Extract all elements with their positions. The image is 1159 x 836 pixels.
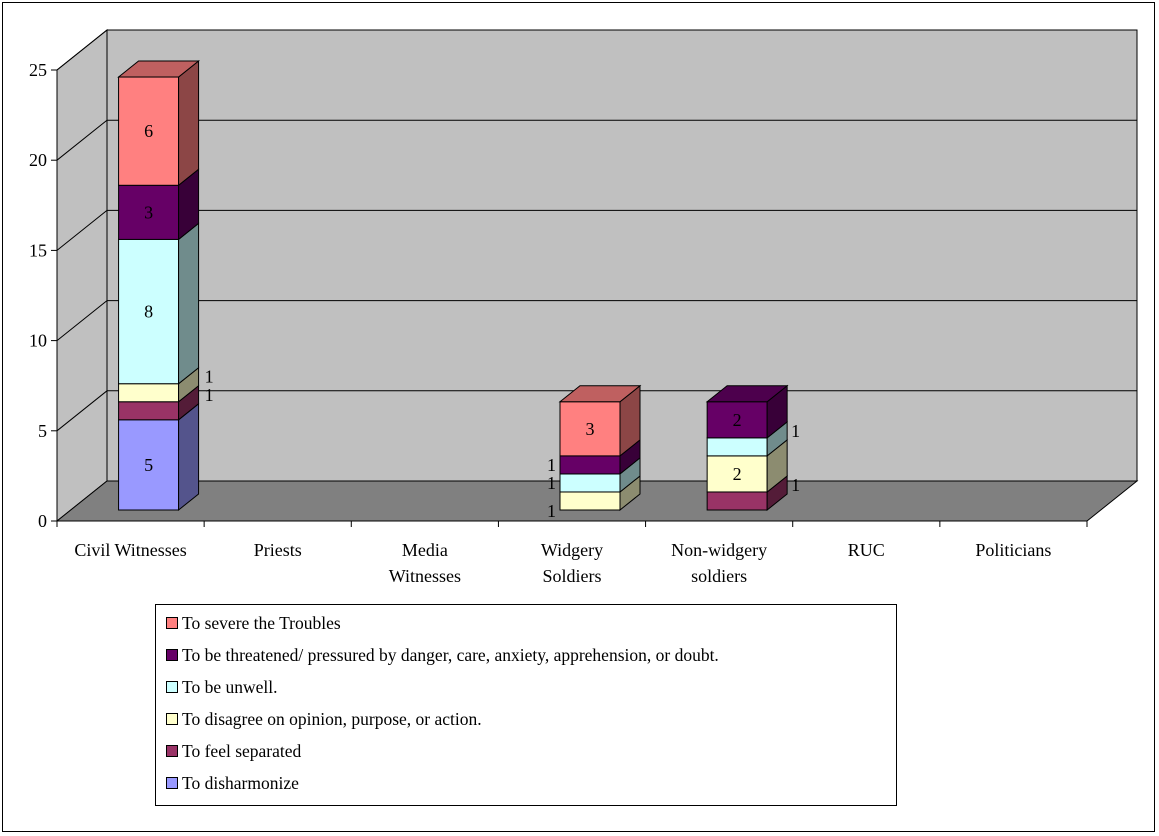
legend-swatch [166, 681, 178, 693]
data-label: 6 [144, 121, 153, 141]
legend-label: To disharmonize [182, 772, 299, 793]
x-tick-label: Soldiers [542, 566, 601, 586]
gridline [56, 300, 1137, 341]
bar-segment [118, 419, 180, 511]
gridline [56, 209, 1137, 251]
legend: To severe the Troubles To be threatened/ … [155, 604, 897, 806]
bar-side [178, 222, 200, 385]
bar-segment [559, 491, 621, 511]
bar-side [178, 402, 200, 512]
bar-segment [559, 473, 621, 493]
data-label: 1 [205, 367, 214, 387]
legend-item: To severe the Troubles [166, 611, 341, 635]
bar-segment [706, 401, 768, 439]
data-label: 8 [144, 302, 153, 322]
side-wall [56, 28, 108, 523]
legend-item: To be threatened/ pressured by danger, c… [166, 643, 719, 667]
bar-segment [559, 401, 621, 457]
legend-item: To feel separated [166, 739, 301, 763]
x-tick-label: Politicians [975, 540, 1051, 560]
data-label: 1 [791, 421, 800, 441]
data-label: 1 [791, 475, 800, 495]
bar-segment [559, 455, 621, 475]
y-tick-label: 5 [38, 421, 47, 441]
data-label: 3 [144, 202, 153, 222]
x-tick-label: RUC [848, 540, 885, 560]
bar-segment [118, 383, 180, 403]
legend-item: To be unwell. [166, 675, 278, 699]
bar-top [705, 385, 789, 403]
x-tick-label: soldiers [691, 566, 747, 586]
data-label: 2 [733, 410, 742, 430]
bar-segment [706, 491, 768, 511]
x-tick-label: Witnesses [389, 566, 461, 586]
legend-item: To disagree on opinion, purpose, or acti… [166, 707, 482, 731]
data-label: 3 [586, 419, 595, 439]
x-tick-label: Media [402, 540, 448, 560]
x-tick-label: Priests [254, 540, 302, 560]
legend-label: To feel separated [182, 740, 302, 761]
data-label: 5 [144, 455, 153, 475]
legend-label: To be threatened/ pressured by danger, c… [182, 644, 719, 665]
y-tick-label: 15 [29, 240, 47, 260]
data-label: 1 [205, 385, 214, 405]
legend-swatch [166, 777, 178, 789]
x-tick-label: Widgery [541, 540, 603, 560]
bar-side [178, 59, 200, 187]
legend-swatch [166, 713, 178, 725]
legend-label: To severe the Troubles [182, 612, 341, 633]
data-label: 1 [547, 455, 556, 475]
data-label: 2 [733, 464, 742, 484]
y-tick-label: 20 [29, 150, 47, 170]
legend-item: To disharmonize [166, 771, 299, 795]
gridline [56, 29, 1137, 71]
legend-swatch [166, 617, 178, 629]
bar-segment [706, 455, 768, 493]
legend-swatch [166, 649, 178, 661]
bar-top [558, 385, 642, 403]
bar-top [117, 60, 200, 78]
bar-segment [706, 437, 768, 457]
x-tick-label: Non-widgery [671, 540, 767, 560]
legend-label: To disagree on opinion, purpose, or acti… [182, 708, 482, 729]
gridline [56, 119, 1137, 161]
data-label: 1 [547, 473, 556, 493]
y-tick-label: 10 [29, 331, 47, 351]
legend-label: To be unwell. [182, 676, 278, 697]
y-tick-label: 0 [38, 511, 47, 531]
x-tick-label: Civil Witnesses [74, 540, 186, 560]
bar-segment [118, 401, 180, 421]
gridline [56, 390, 1137, 432]
bar-segment [118, 238, 180, 385]
bar-segment [118, 76, 180, 186]
legend-swatch [166, 745, 178, 757]
y-tick-label: 25 [29, 60, 47, 80]
data-label: 1 [547, 501, 556, 521]
